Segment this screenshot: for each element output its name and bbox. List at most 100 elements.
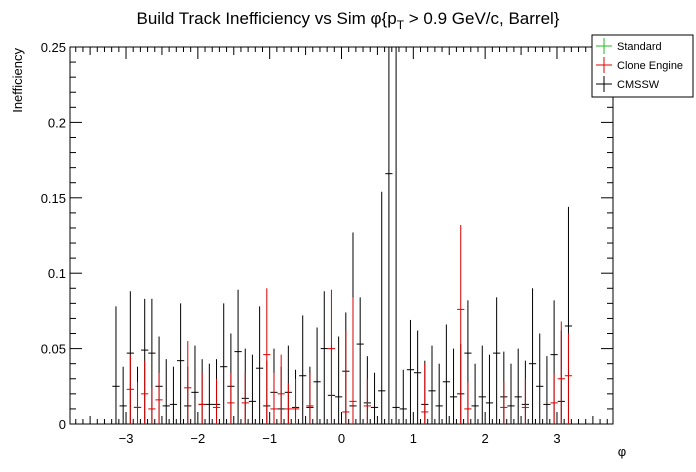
x-tick-label: −1 (262, 431, 277, 446)
data-point (234, 289, 242, 424)
data-point (291, 378, 300, 424)
data-point (363, 378, 371, 424)
y-tick-label: 0.1 (48, 266, 66, 281)
data-point (449, 348, 458, 424)
y-tick-label: 0.2 (48, 115, 66, 130)
legend-entry: Clone Engine (596, 57, 683, 73)
data-point (284, 383, 292, 424)
x-axis-label: φ (618, 444, 626, 459)
data-point (227, 372, 235, 424)
y-tick-label: 0.25 (41, 40, 66, 55)
legend-label: Standard (617, 41, 662, 53)
data-point (442, 324, 450, 424)
data-point (471, 363, 479, 424)
data-point (335, 336, 343, 424)
title-rest: > 0.9 GeV/c, Barrel} (404, 9, 560, 28)
data-point (205, 363, 213, 424)
data-point (500, 381, 508, 424)
y-tick-label: 0 (59, 417, 66, 432)
data-point (493, 297, 501, 424)
data-point (162, 359, 170, 424)
series-cmssw (112, 47, 573, 424)
data-point (212, 378, 221, 424)
y-axis-label: Inefficiency (10, 48, 25, 113)
legend-label: Clone Engine (617, 60, 683, 72)
data-point (270, 372, 278, 424)
x-tick-label: 1 (410, 431, 417, 446)
data-point (349, 297, 357, 424)
legend: Standard Clone Engine CMSSW (591, 34, 694, 98)
data-point (457, 224, 465, 424)
data-point (435, 363, 443, 424)
data-point (528, 288, 537, 424)
data-point (320, 291, 328, 424)
title-pt: {p (382, 9, 397, 28)
data-point (507, 363, 515, 424)
data-point (126, 354, 134, 424)
series-clone-engine (126, 224, 573, 424)
data-point (392, 47, 400, 424)
data-point (478, 345, 486, 424)
data-point (557, 321, 565, 424)
data-point (327, 289, 336, 424)
data-point (133, 381, 142, 424)
data-point (536, 333, 544, 424)
data-point (256, 306, 264, 424)
y-tick-label: 0.15 (41, 191, 66, 206)
data-point (169, 366, 178, 424)
data-point (399, 369, 407, 424)
data-point (406, 319, 415, 424)
data-point (414, 330, 422, 424)
data-point (521, 378, 529, 424)
title-phi: φ (371, 9, 382, 28)
data-point (248, 354, 257, 424)
data-point (421, 363, 429, 424)
title-subscript: T (397, 18, 405, 32)
data-point (543, 356, 551, 424)
data-point (241, 372, 249, 424)
legend-items: Standard Clone Engine CMSSW (596, 38, 683, 92)
data-point (378, 191, 386, 424)
data-point (112, 306, 120, 424)
legend-entry: CMSSW (596, 76, 660, 92)
x-tick-label: 2 (482, 431, 489, 446)
data-point (485, 354, 494, 424)
data-point (356, 297, 364, 424)
data-point (464, 381, 472, 424)
x-tick-label: 0 (338, 431, 345, 446)
data-point (220, 303, 228, 424)
legend-label: CMSSW (617, 79, 660, 91)
data-point (191, 345, 199, 424)
y-tick-label: 0.05 (41, 342, 66, 357)
data-point (198, 372, 206, 424)
data-point (263, 288, 271, 424)
data-point (428, 345, 436, 424)
data-point (277, 354, 285, 424)
data-point (184, 341, 192, 424)
y-tick-labels: 0 0.05 0.1 0.15 0.2 0.25 (41, 40, 66, 432)
data-point (155, 372, 163, 424)
data-point (141, 360, 149, 424)
data-marks (112, 47, 573, 424)
legend-entry: Standard (596, 38, 662, 54)
data-point (342, 330, 350, 424)
data-point (550, 374, 558, 424)
legend-box (591, 34, 694, 98)
data-point (306, 372, 314, 424)
data-point (176, 303, 185, 424)
data-point (119, 366, 127, 424)
data-point (370, 372, 379, 424)
data-point (514, 348, 522, 424)
data-point (148, 387, 156, 424)
title-main: Build Track Inefficiency vs Sim (137, 9, 371, 28)
chart-title: Build Track Inefficiency vs Sim φ{pT > 0… (137, 9, 560, 32)
data-point (299, 315, 307, 424)
data-point (313, 327, 321, 424)
x-tick-label: 3 (553, 431, 560, 446)
x-tick-label: −2 (190, 431, 205, 446)
x-tick-labels: −3 −2 −1 0 1 2 3 (119, 431, 561, 446)
data-point (564, 333, 573, 424)
x-tick-label: −3 (119, 431, 134, 446)
data-point (385, 47, 393, 424)
